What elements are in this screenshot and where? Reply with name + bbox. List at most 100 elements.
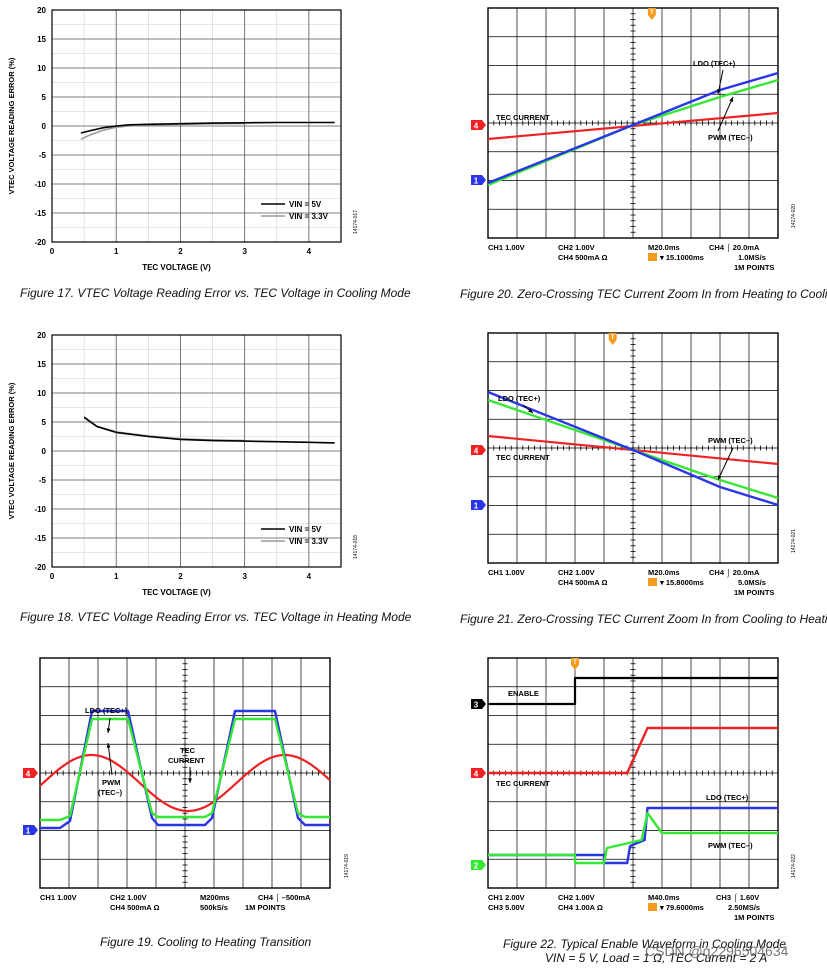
status-ch2: CH2 1.00V	[558, 893, 595, 902]
ldo-trace	[487, 390, 779, 507]
status-ch4: CH4 1.00A Ω	[558, 903, 603, 912]
y-tick-label: -15	[34, 209, 46, 218]
status-points: 1M POINTS	[734, 588, 774, 597]
ch4-marker-shape	[471, 445, 486, 455]
ch4-marker-shape	[471, 120, 486, 130]
trigger-marker	[647, 8, 656, 20]
ch1-marker-label: 1	[26, 827, 31, 836]
trigger-marker-label: T	[611, 335, 615, 341]
y-tick-label: 0	[42, 122, 47, 131]
plot-frame	[51, 9, 342, 243]
legend-label: VIN = 3.3V	[289, 537, 329, 546]
figure-22-subcaption: VIN = 5 V, Load = 1 Ω, TEC Current = 2 A	[545, 951, 768, 965]
callout-arrowhead	[718, 475, 722, 480]
callout-arrowhead	[528, 408, 533, 413]
ch4-marker-label: 4	[474, 447, 479, 456]
pwm-trace	[488, 811, 778, 865]
legend-label: VIN = 5V	[289, 200, 322, 209]
pwm-label-sub: (TEC–)	[98, 788, 123, 797]
trigger-marker-label: T	[573, 660, 577, 666]
trigger-icon	[648, 578, 657, 586]
ch4-marker-label: 4	[474, 770, 479, 779]
status-ch4: CH4 500mA Ω	[110, 903, 160, 912]
x-axis-title: TEC VOLTAGE (V)	[142, 588, 211, 597]
figure-19: 4 1 LDO (TEC+) PWM (TEC–) TEC CURRENT CH1 1.00V…	[0, 650, 380, 968]
figure-17: 20 15 10 5 0 -5 -10 -15 -20 0 1 2 3 4 TEC VOLTAGE (V) V…	[0, 0, 411, 300]
ldo-trace	[487, 71, 779, 185]
status-samplerate: 500kS/s	[200, 903, 228, 912]
status-samplerate: 1.0MS/s	[738, 253, 766, 262]
callout-arrowhead	[106, 728, 111, 733]
ldo-label: LDO (TEC+)	[85, 706, 128, 715]
y-tick-label: 0	[42, 447, 47, 456]
status-ch2: CH2 1.00V	[110, 893, 147, 902]
figure-18-caption: Figure 18. VTEC Voltage Reading Error vs…	[20, 610, 412, 624]
plot-frame	[51, 334, 342, 568]
status-samplerate: 5.0MS/s	[738, 578, 766, 587]
ch4-marker-shape	[23, 768, 38, 778]
status-trigger-pos: ▾ 15.1000ms	[659, 253, 704, 262]
ch2-marker-shape	[471, 860, 486, 870]
trigger-icon	[648, 903, 657, 911]
callout-arrow	[107, 742, 113, 776]
figure-id-tag: 14174-020	[791, 204, 797, 228]
y-tick-label: 15	[37, 35, 46, 44]
tec-current-label: TEC CURRENT	[496, 779, 550, 788]
trigger-icon	[648, 253, 657, 261]
callout-arrowhead	[188, 778, 192, 783]
x-tick-label: 1	[114, 572, 119, 581]
figure-21-caption: Figure 21. Zero-Crossing TEC Current Zoo…	[460, 612, 827, 626]
x-tick-label: 0	[50, 572, 55, 581]
pwm-trace	[487, 398, 779, 500]
figure-18: 20 15 10 5 0 -5 -10 -15 -20 0 1 2 3 4 TEC VOLTAGE (V) V…	[0, 325, 411, 625]
status-trigger: CH3 ⌠ 1.60V	[716, 893, 759, 903]
status-samplerate: 2.50MS/s	[728, 903, 760, 912]
y-tick-label: -20	[34, 238, 46, 247]
status-ch1: CH1 2.00V	[488, 893, 525, 902]
y-tick-label: 5	[42, 418, 47, 427]
tec-current-label: TEC CURRENT	[496, 453, 550, 462]
pwm-label: PWM (TEC–)	[708, 436, 753, 445]
trigger-marker	[571, 658, 579, 670]
tec-current-trace	[39, 753, 331, 813]
figure-20: T 4 1 LDO (TEC+) TEC CURRENT PWM (TEC–) CH1 1.…	[460, 0, 827, 310]
y-tick-label: -5	[39, 151, 47, 160]
ch3-marker-label: 3	[474, 701, 479, 710]
y-axis-title: VTEC VOLTAGE READING ERROR (%)	[7, 57, 16, 194]
pwm-label: PWM (TEC–)	[708, 841, 753, 850]
figure-id-tag: 14174-018	[353, 535, 359, 559]
status-points: 1M POINTS	[245, 903, 285, 912]
y-tick-label: -15	[34, 534, 46, 543]
figure-22-scope: T 3 4 2 ENABLE TEC CURRENT LDO (TEC+) PWM (TEC–…	[471, 657, 797, 922]
ldo-label: LDO (TEC+)	[706, 793, 749, 802]
status-ch4: CH4 500mA Ω	[558, 253, 608, 262]
x-tick-label: 4	[307, 247, 312, 256]
x-tick-label: 3	[242, 247, 247, 256]
ch1-marker-label: 1	[474, 502, 479, 511]
figure-id-tag: 14174-017	[353, 210, 359, 234]
x-tick-label: 1	[114, 247, 119, 256]
status-ch1: CH1 1.00V	[488, 243, 525, 252]
status-trigger-pos: ▾ 15.8000ms	[659, 578, 704, 587]
y-tick-label: -5	[39, 476, 47, 485]
status-ch1: CH1 1.00V	[488, 568, 525, 577]
figure-id-tag: 14174-019	[344, 854, 350, 878]
figure-20-caption: Figure 20. Zero-Crossing TEC Current Zoo…	[460, 287, 827, 301]
status-trigger: CH4 ⌠ 20.0mA	[709, 243, 760, 253]
figure-id-tag: 14174-022	[791, 854, 797, 878]
callout-arrow	[717, 447, 734, 481]
status-ch2: CH2 1.00V	[558, 568, 595, 577]
x-tick-label: 2	[178, 247, 183, 256]
status-trigger-pos: ▾ 79.6000ms	[659, 903, 704, 912]
status-timebase: M40.0ms	[648, 893, 680, 902]
status-trigger: CH4 ⌠ –500mA	[258, 893, 311, 903]
ch1-marker-shape	[471, 500, 486, 510]
callout-arrowhead	[729, 97, 733, 102]
status-ch1: CH1 1.00V	[40, 893, 77, 902]
trigger-marker	[608, 333, 617, 345]
status-ch2: CH2 1.00V	[558, 243, 595, 252]
y-tick-label: -10	[34, 505, 46, 514]
tec-label: TEC	[180, 746, 196, 755]
tec-current-trace	[488, 726, 778, 775]
